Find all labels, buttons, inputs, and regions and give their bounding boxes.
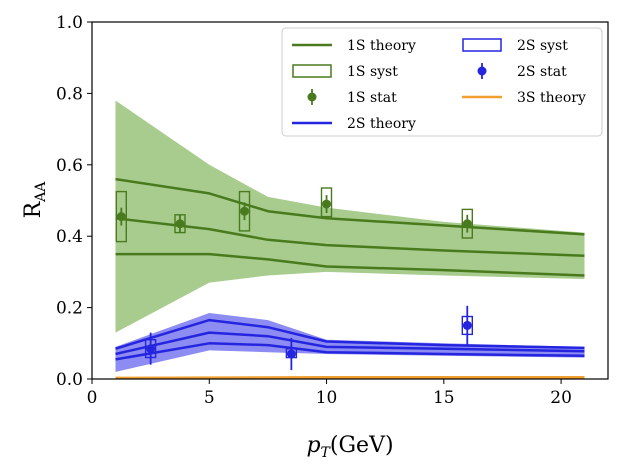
data-point-0 [116, 212, 126, 222]
x-axis-title-sub: T [321, 445, 332, 461]
theory-line-1 [115, 217, 585, 258]
y-tick-label-3: 0.6 [56, 156, 83, 176]
legend-label-6: 3S theory [517, 90, 586, 106]
x-tick-label-1: 5 [204, 388, 215, 408]
data-point-3 [322, 199, 331, 209]
x-axis-title: pT(GeV) [306, 433, 393, 461]
axes: 0 5 10 15 20 0.0 0.2 0.4 0.6 0.8 1.0 [56, 13, 572, 408]
data-point-2 [240, 206, 249, 216]
legend-label-0: 1S theory [347, 38, 416, 54]
x-axis-title-main: p [306, 433, 320, 458]
y-tick-label-5: 1.0 [56, 13, 83, 33]
y-tick-label-2: 0.4 [56, 227, 83, 247]
y-tick-label-1: 0.2 [56, 299, 83, 319]
data-point-7 [462, 320, 472, 330]
x-tick-label-0: 0 [87, 388, 98, 408]
data-point-5 [146, 344, 156, 354]
y-axis-title-sub: AA [33, 181, 49, 203]
data-point-6 [286, 349, 296, 359]
legend-handle-4 [462, 38, 502, 52]
legend-handle-2 [307, 92, 317, 102]
legend-label-5: 2S stat [517, 64, 567, 80]
theory-line-5 [115, 342, 585, 361]
y-axis-title: RAA [21, 181, 49, 219]
theory-line-4 [115, 331, 585, 356]
y-tick-label-0: 0.0 [56, 370, 83, 390]
x-axis-title-unit: (GeV) [330, 433, 394, 458]
legend-label-4: 2S syst [517, 38, 568, 54]
legend-box [281, 27, 603, 137]
legend: 1S theory 1S syst 1S stat 2S theory 2S syst 2… [281, 27, 603, 137]
legend-handle-5 [477, 66, 487, 76]
data-point-4 [462, 219, 472, 229]
y-axis-title-main: R [21, 200, 46, 218]
syst-box-2 [238, 190, 251, 232]
plot-area [115, 100, 585, 380]
theory-band-0 [115, 100, 585, 333]
syst-box-4 [461, 208, 473, 239]
y-tick-label-4: 0.8 [56, 84, 83, 104]
data-point-1 [175, 219, 185, 229]
syst-box-3 [320, 187, 333, 218]
x-tick-label-3: 15 [433, 388, 455, 408]
x-tick-label-4: 20 [550, 388, 572, 408]
theory-line-3 [115, 318, 585, 350]
plot-frame [91, 21, 609, 380]
x-tick-label-2: 10 [316, 388, 338, 408]
legend-label-3: 2S theory [347, 116, 416, 132]
legend-handle-1 [292, 64, 332, 78]
legend-label-2: 1S stat [347, 90, 397, 106]
theory-line-6 [115, 375, 585, 380]
theory-line-2 [115, 252, 585, 277]
legend-label-1: 1S syst [347, 64, 398, 80]
syst-box-0 [115, 190, 128, 243]
